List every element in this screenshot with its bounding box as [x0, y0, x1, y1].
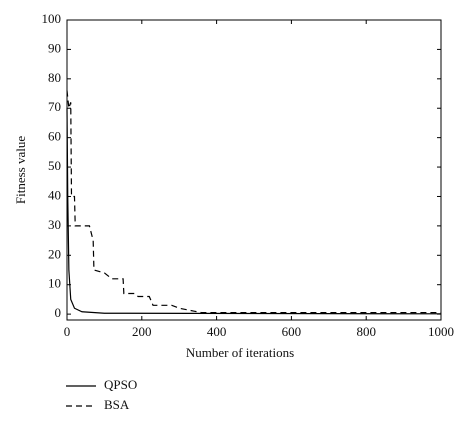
x-axis-label: Number of iterations [186, 345, 294, 360]
y-tick-label: 30 [48, 217, 61, 232]
line-series [66, 108, 442, 315]
y-tick-label: 100 [42, 11, 62, 26]
y-tick-label: 80 [48, 70, 61, 85]
y-tick-label: 60 [48, 129, 61, 144]
x-tick-label: 200 [132, 324, 152, 339]
y-tick-label: 10 [48, 276, 61, 291]
y-tick-label: 40 [48, 187, 61, 202]
y-tick-label: 90 [48, 40, 61, 55]
y-tick-label: 50 [48, 158, 61, 173]
x-tick-label: 400 [207, 324, 227, 339]
y-tick-label: 20 [48, 246, 61, 261]
x-tick-label: 800 [356, 324, 376, 339]
legend-label: QPSO [104, 377, 137, 392]
x-tick-label: 600 [282, 324, 302, 339]
x-tick-label: 1000 [428, 324, 454, 339]
line-series [66, 90, 441, 314]
y-tick-label: 0 [55, 305, 62, 320]
legend-label: BSA [104, 397, 130, 412]
plot-frame [66, 19, 442, 321]
y-axis-label: Fitness value [13, 136, 28, 204]
y-tick-label: 70 [48, 99, 61, 114]
x-tick-label: 0 [64, 324, 71, 339]
